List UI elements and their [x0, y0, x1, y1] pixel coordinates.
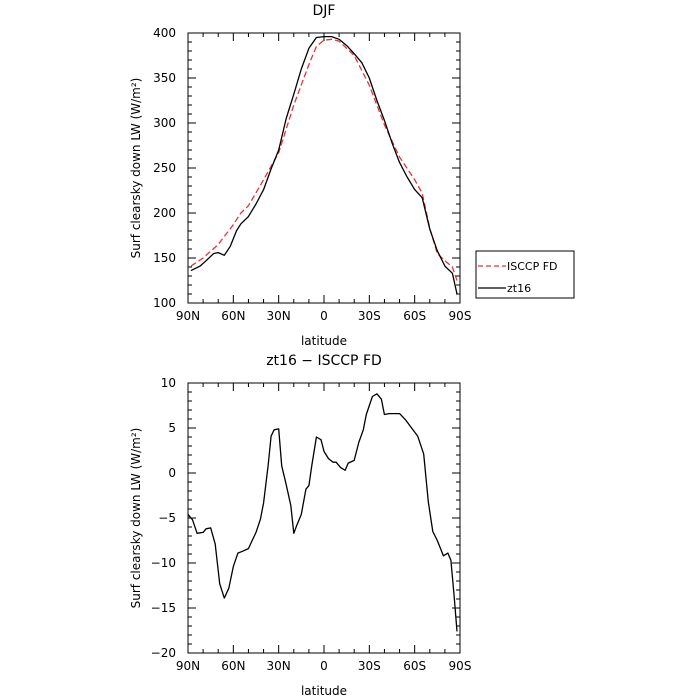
top-plot-frame [187, 32, 461, 304]
bottom-y-axis-title: Surf clearsky down LW (W/m²) [129, 428, 143, 609]
bottom-plot-frame [187, 382, 461, 654]
bottom-x-tick-label: 60S [403, 659, 426, 673]
bottom-y-tick-label: −5 [158, 511, 176, 525]
bottom-y-tick-label: 5 [168, 421, 176, 435]
bottom-x-tick-label: 90N [176, 659, 200, 673]
top-y-axis-title: Surf clearsky down LW (W/m²) [129, 78, 143, 259]
bottom-axis-ticks: 90N 60N 30N 0 30S 60S 90S −20 −15 −10 −5 0 5 10 [151, 376, 472, 673]
top-y-tick-label: 400 [153, 26, 176, 40]
panel-top: DJF 90N 60N 30N 0 30S 60S 90S 100 150 200 250 300 35… [129, 3, 575, 348]
bottom-x-tick-label: 90S [449, 659, 472, 673]
top-y-tick-label: 100 [153, 296, 176, 310]
panel-bottom: zt16 − ISCCP FD 90N 60N 30N 0 30S 60S 90S −20 −1… [129, 353, 471, 698]
top-x-tick-label: 90N [176, 309, 200, 323]
bottom-x-tick-label: 60N [221, 659, 245, 673]
top-y-tick-label: 350 [153, 71, 176, 85]
top-panel-title: DJF [313, 3, 336, 19]
bottom-x-axis-title: latitude [301, 684, 347, 698]
top-x-tick-label: 0 [320, 309, 328, 323]
bottom-panel-title: zt16 − ISCCP FD [266, 353, 382, 369]
bottom-x-tick-label: 0 [320, 659, 328, 673]
top-y-tick-label: 250 [153, 161, 176, 175]
legend-label-zt16: zt16 [507, 282, 531, 295]
top-x-tick-label: 30S [358, 309, 381, 323]
top-x-tick-label: 90S [449, 309, 472, 323]
top-x-tick-label: 60S [403, 309, 426, 323]
bottom-x-tick-label: 30S [358, 659, 381, 673]
top-y-tick-label: 150 [153, 251, 176, 265]
bottom-y-tick-label: −20 [151, 646, 176, 660]
bottom-y-tick-label: −15 [151, 601, 176, 615]
bottom-y-tick-label: 10 [161, 376, 176, 390]
top-y-tick-label: 200 [153, 206, 176, 220]
bottom-y-tick-label: 0 [168, 466, 176, 480]
top-x-tick-label: 60N [221, 309, 245, 323]
legend: ISCCP FD zt16 [475, 250, 575, 299]
top-x-tick-label: 30N [267, 309, 291, 323]
top-axis-ticks: 90N 60N 30N 0 30S 60S 90S 100 150 200 250 300 350 400 [153, 26, 471, 323]
top-x-axis-title: latitude [301, 334, 347, 348]
legend-label-isccp: ISCCP FD [507, 260, 558, 273]
bottom-y-tick-label: −10 [151, 556, 176, 570]
bottom-series-group [187, 393, 458, 632]
bottom-x-tick-label: 30N [267, 659, 291, 673]
top-series-line-isccp-fd [190, 38, 458, 281]
top-y-tick-label: 300 [153, 116, 176, 130]
bottom-series-line-series-0 [187, 393, 458, 632]
legend-box [475, 250, 575, 299]
top-series-line-zt16 [190, 35, 458, 295]
top-series-group [190, 35, 458, 295]
